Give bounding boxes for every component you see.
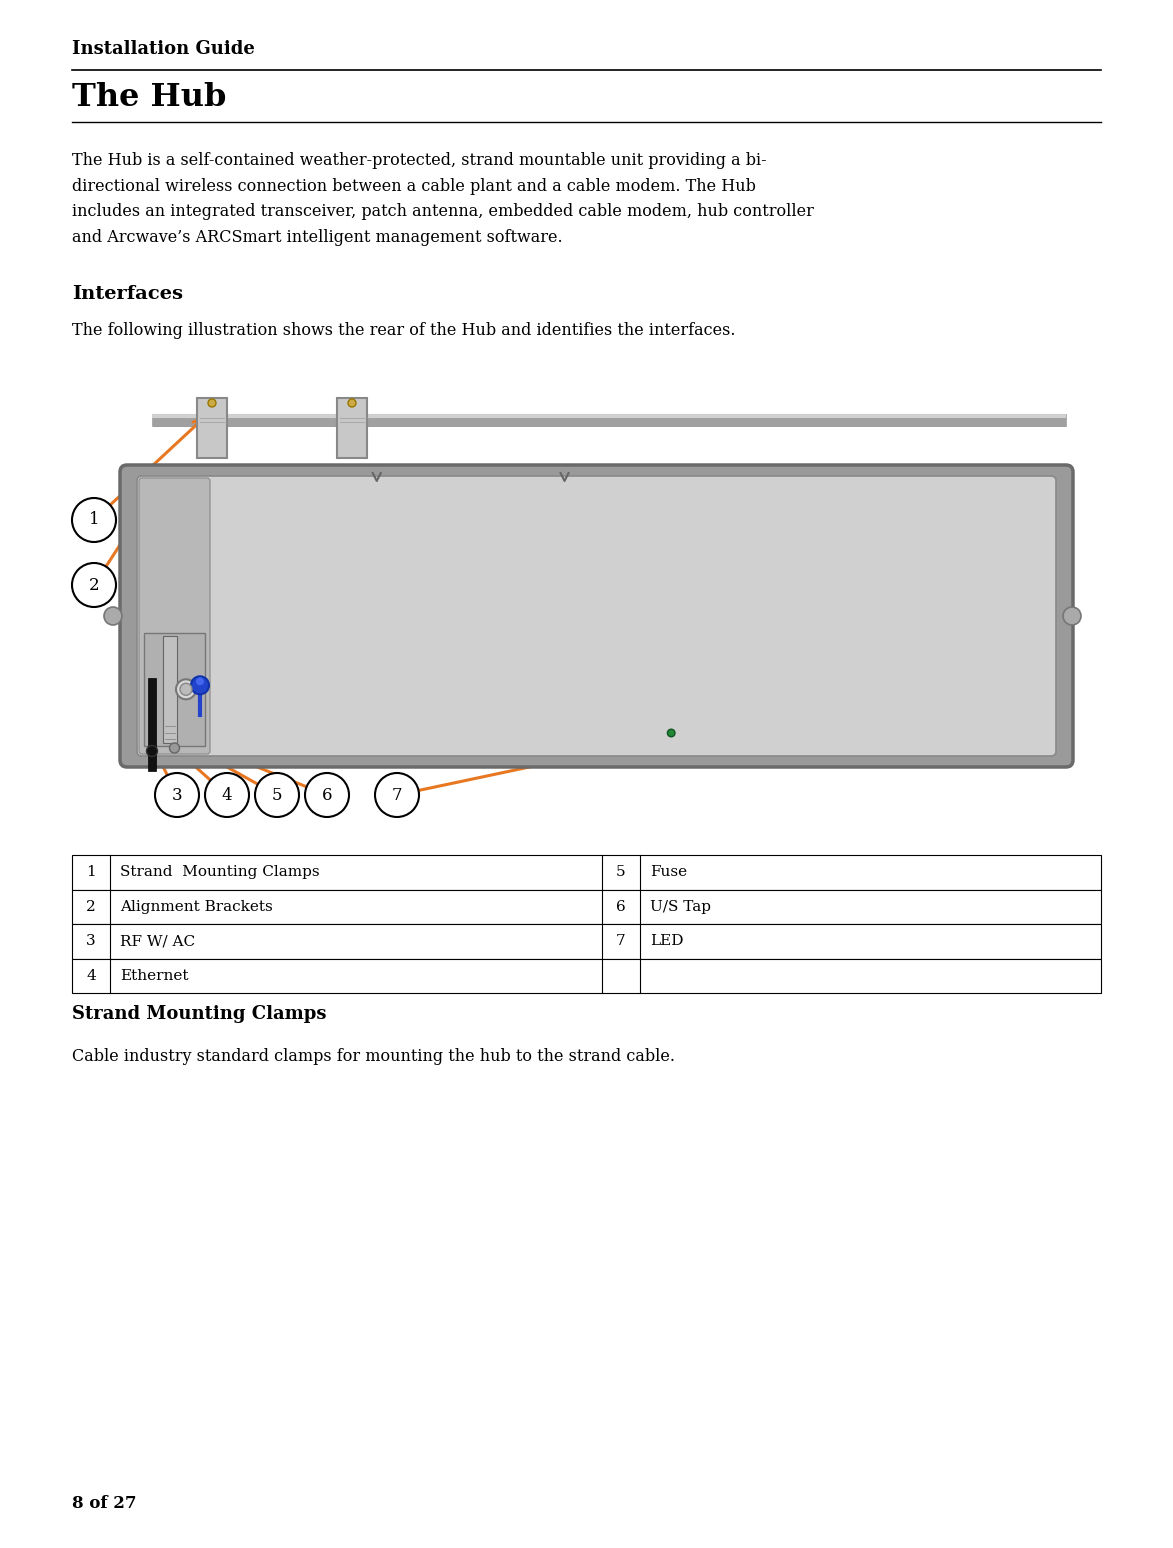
Text: Ethernet: Ethernet	[120, 969, 189, 983]
FancyBboxPatch shape	[138, 478, 210, 754]
Circle shape	[208, 399, 216, 407]
Text: Cable industry standard clamps for mounting the hub to the strand cable.: Cable industry standard clamps for mount…	[72, 1048, 674, 1065]
Circle shape	[104, 607, 122, 625]
Text: 8 of 27: 8 of 27	[72, 1495, 136, 1512]
Bar	[72, 890, 1101, 924]
Text: FUSE: FUSE	[177, 749, 195, 755]
Text: 2: 2	[86, 899, 96, 913]
Text: and Arcwave’s ARCSmart intelligent management software.: and Arcwave’s ARCSmart intelligent manag…	[72, 229, 563, 246]
Text: 4: 4	[222, 786, 232, 803]
FancyBboxPatch shape	[120, 464, 1073, 766]
Text: Interfaces: Interfaces	[72, 285, 183, 303]
Text: includes an integrated transceiver, patch antenna, embedded cable modem, hub con: includes an integrated transceiver, patc…	[72, 203, 814, 220]
Bar	[72, 854, 1101, 890]
Text: The Hub is a self-contained weather-protected, strand mountable unit providing a: The Hub is a self-contained weather-prot…	[72, 152, 767, 169]
Text: 7: 7	[616, 935, 625, 949]
Text: ETHERNET: ETHERNET	[151, 749, 189, 755]
Text: 5: 5	[616, 865, 625, 879]
Circle shape	[255, 772, 299, 817]
Text: Strand Mounting Clamps: Strand Mounting Clamps	[72, 1005, 326, 1023]
Circle shape	[170, 743, 179, 752]
Bar	[337, 398, 367, 458]
Text: The Hub: The Hub	[72, 82, 226, 113]
Circle shape	[176, 680, 196, 700]
Text: Alignment Brackets: Alignment Brackets	[120, 899, 273, 913]
Bar	[144, 633, 205, 746]
Bar	[148, 678, 156, 771]
Text: Fuse: Fuse	[650, 865, 687, 879]
Text: 4: 4	[86, 969, 96, 983]
Circle shape	[191, 676, 209, 695]
Text: 5: 5	[272, 786, 283, 803]
Text: 7: 7	[392, 786, 402, 803]
Text: 1: 1	[86, 865, 96, 879]
Bar	[163, 636, 177, 743]
Text: The following illustration shows the rear of the Hub and identifies the interfac: The following illustration shows the rea…	[72, 322, 735, 339]
Circle shape	[667, 729, 674, 737]
Text: RF
W/AC: RF W/AC	[143, 749, 162, 763]
Text: RF W/ AC: RF W/ AC	[120, 935, 195, 949]
Circle shape	[348, 399, 355, 407]
FancyBboxPatch shape	[137, 475, 1056, 755]
Circle shape	[305, 772, 350, 817]
Bar	[72, 924, 1101, 958]
Text: 3: 3	[171, 786, 182, 803]
Circle shape	[155, 772, 199, 817]
Circle shape	[196, 678, 204, 686]
Text: 6: 6	[616, 899, 626, 913]
Bar	[197, 398, 228, 458]
Text: 1: 1	[89, 511, 100, 528]
Circle shape	[72, 563, 116, 607]
Text: directional wireless connection between a cable plant and a cable modem. The Hub: directional wireless connection between …	[72, 178, 755, 195]
Circle shape	[72, 498, 116, 542]
Circle shape	[375, 772, 419, 817]
Text: Installation Guide: Installation Guide	[72, 40, 255, 57]
Circle shape	[147, 746, 157, 757]
Text: 6: 6	[321, 786, 332, 803]
Bar	[72, 958, 1101, 992]
Circle shape	[179, 683, 192, 695]
Circle shape	[1063, 607, 1082, 625]
Text: Strand  Mounting Clamps: Strand Mounting Clamps	[120, 865, 319, 879]
Text: U/S
TAP: U/S TAP	[194, 749, 206, 763]
Text: U/S Tap: U/S Tap	[650, 899, 711, 913]
Circle shape	[205, 772, 249, 817]
Text: 2: 2	[89, 576, 100, 593]
Text: 3: 3	[86, 935, 96, 949]
Text: LED: LED	[650, 935, 684, 949]
